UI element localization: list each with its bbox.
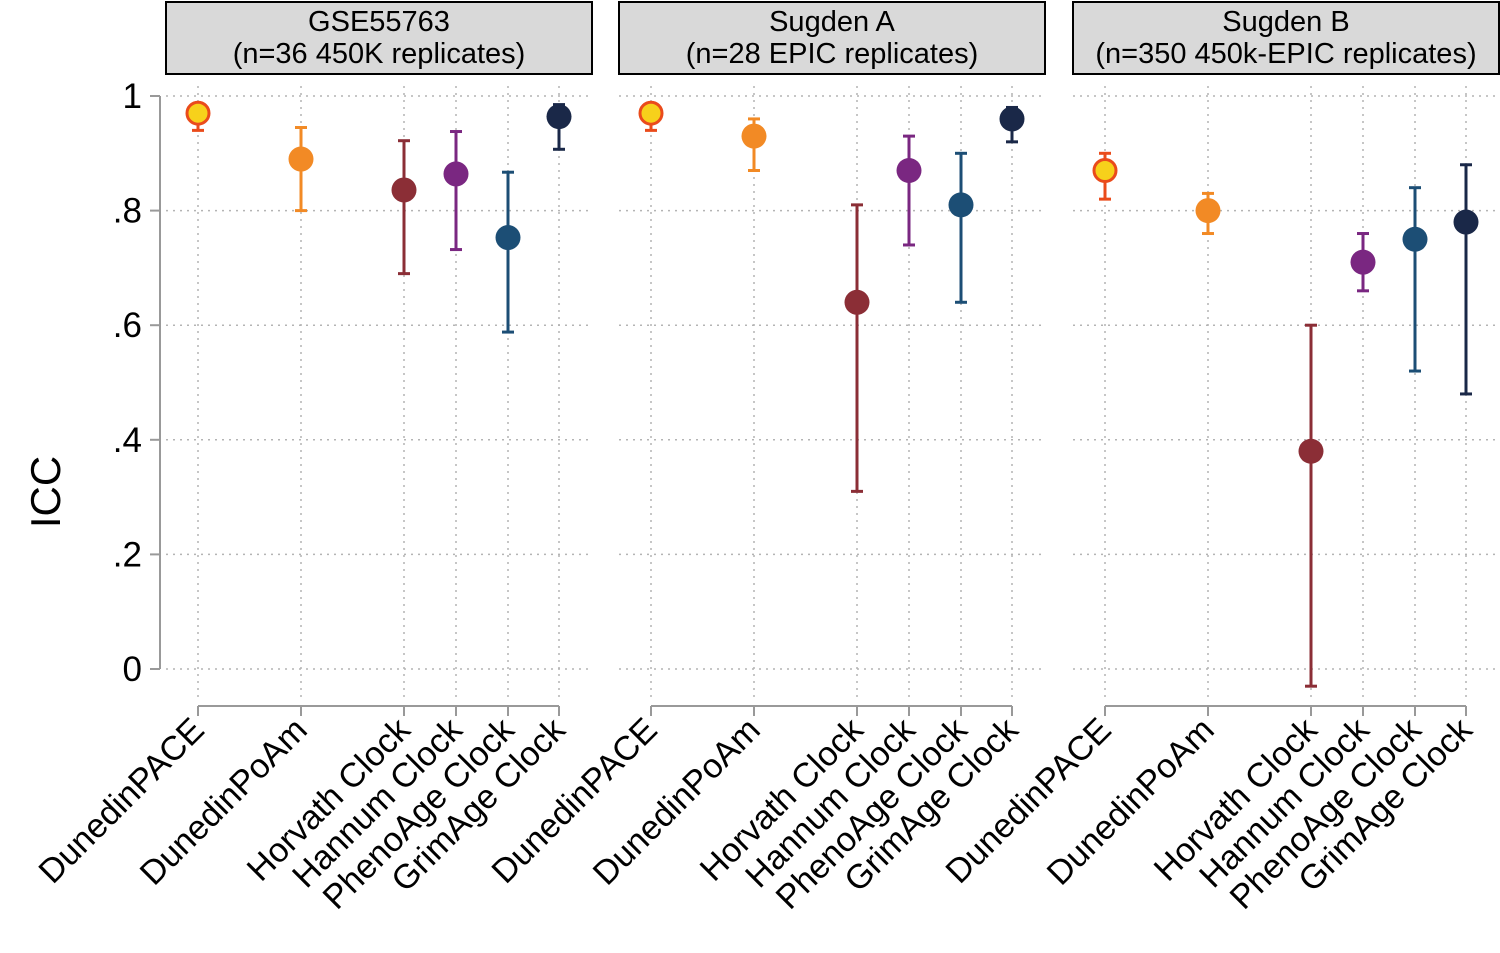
point-phenoage-clock xyxy=(948,192,974,218)
panel-sugden-b: Sugden B(n=350 450k-EPIC replicates)Dune… xyxy=(939,1,1500,917)
point-dunedinpace xyxy=(638,100,664,126)
point-horvath-clock xyxy=(844,289,870,315)
panel-title-line2: (n=36 450K replicates) xyxy=(233,38,526,70)
point-hannum-clock xyxy=(443,161,469,187)
error-bar-horvath-clock xyxy=(398,139,410,276)
y-tick-label: 1 xyxy=(123,77,142,116)
panel-title-box xyxy=(165,1,593,75)
point-dunedinpoam xyxy=(288,146,314,172)
point-dunedinpace xyxy=(185,100,211,126)
panel-title-line1: GSE55763 xyxy=(308,6,450,38)
panel-title-box xyxy=(1072,1,1500,75)
gridlines xyxy=(166,86,592,698)
point-horvath-clock xyxy=(1298,438,1324,464)
error-bar-phenoage-clock xyxy=(955,151,967,304)
point-phenoage-clock xyxy=(1402,226,1428,252)
point-horvath-clock xyxy=(391,177,417,203)
panel-title-box xyxy=(618,1,1046,75)
point-dunedinpace xyxy=(1092,157,1118,183)
error-bar-horvath-clock xyxy=(851,203,863,493)
panel-title-line2: (n=350 450k-EPIC replicates) xyxy=(1095,38,1476,70)
y-tick-label: .8 xyxy=(113,192,142,231)
point-dunedinpoam xyxy=(1195,198,1221,224)
gridlines xyxy=(1073,86,1499,698)
y-tick-label: 0 xyxy=(123,650,142,689)
error-bar-grimage-clock xyxy=(1460,163,1472,396)
panel-title-line1: Sugden A xyxy=(769,6,895,38)
panels: GSE55763(n=36 450K replicates)DunedinPAC… xyxy=(32,1,1500,917)
error-bar-hannum-clock xyxy=(450,130,462,252)
gridlines xyxy=(619,86,1045,698)
y-tick-label: .6 xyxy=(113,306,142,345)
point-hannum-clock xyxy=(1350,249,1376,275)
error-bar-hannum-clock xyxy=(903,134,915,247)
point-grimage-clock xyxy=(1453,209,1479,235)
error-bar-phenoage-clock xyxy=(1409,186,1421,373)
y-tick-label: .4 xyxy=(113,421,142,460)
error-bar-phenoage-clock xyxy=(502,170,514,334)
y-tick-label: .2 xyxy=(113,535,142,574)
point-dunedinpoam xyxy=(741,123,767,149)
error-bar-horvath-clock xyxy=(1305,323,1317,688)
point-grimage-clock xyxy=(999,106,1025,132)
panel-title-line2: (n=28 EPIC replicates) xyxy=(686,38,979,70)
point-hannum-clock xyxy=(896,157,922,183)
point-grimage-clock xyxy=(546,104,572,130)
panel-title-line1: Sugden B xyxy=(1222,6,1349,38)
panel-sugden-a: Sugden A(n=28 EPIC replicates)DunedinPAC… xyxy=(485,1,1046,917)
point-phenoage-clock xyxy=(495,225,521,251)
y-axis: 0 .2 .4 .6 .8 1 xyxy=(113,77,161,689)
y-axis-label: ICC xyxy=(22,456,69,528)
